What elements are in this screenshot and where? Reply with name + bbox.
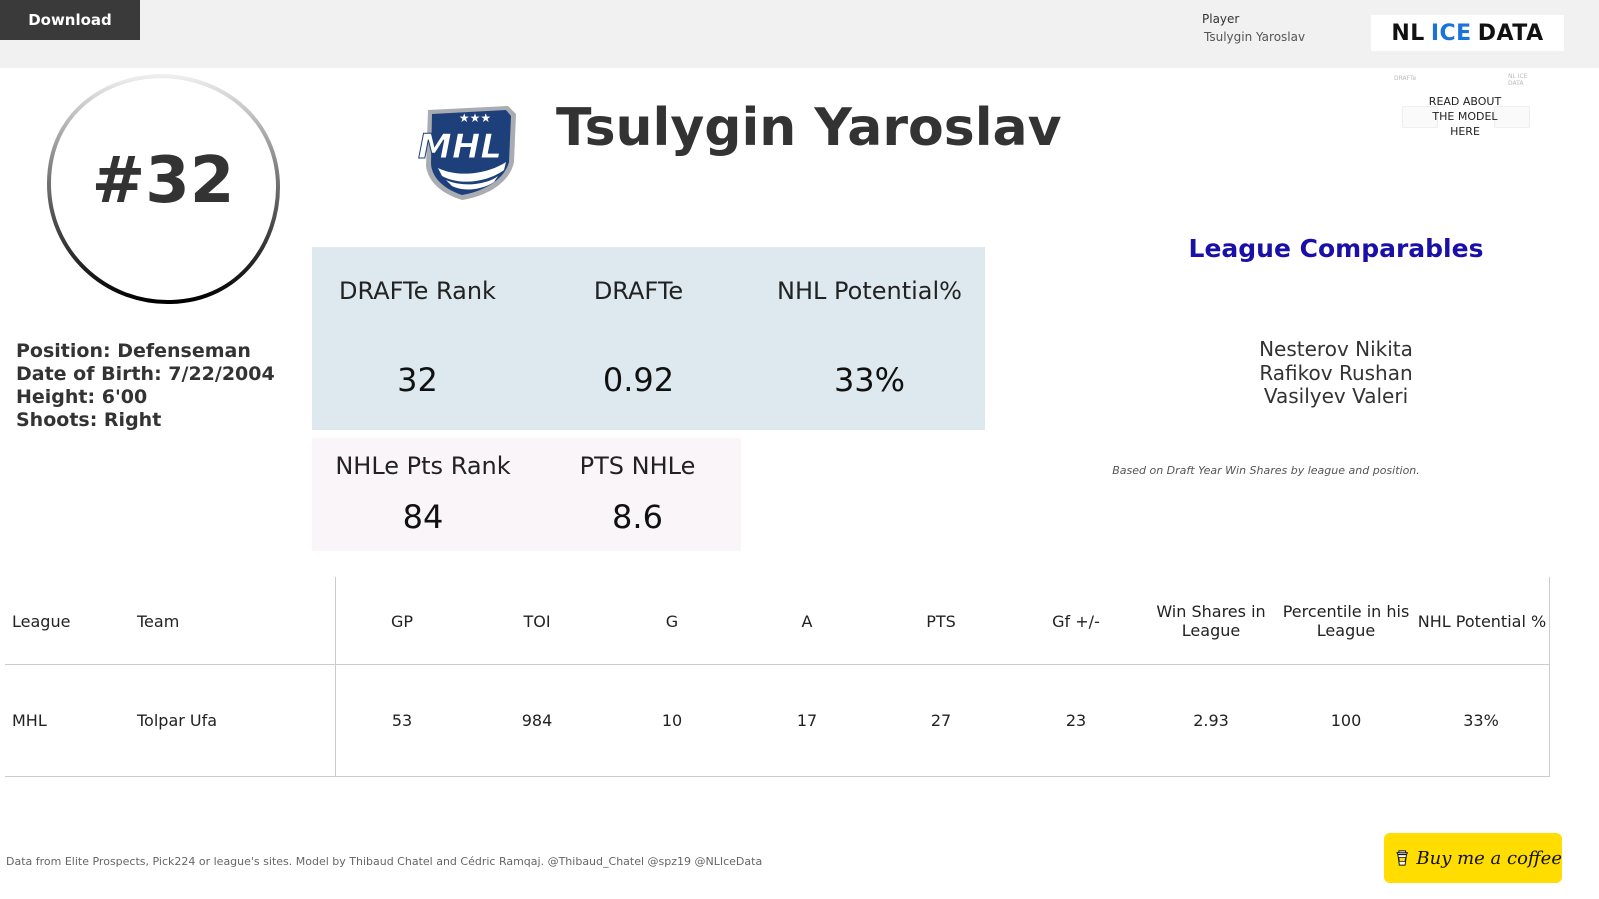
metric-value: 84 xyxy=(402,498,444,536)
faint-label: NL ICE DATA xyxy=(1508,73,1528,87)
nhle-pts-rank-metric: NHLe Pts Rank 84 xyxy=(312,452,534,536)
column-header-a: A xyxy=(801,612,813,631)
header-line: League xyxy=(1316,621,1376,640)
comparable-player: Rafikov Rushan xyxy=(1259,360,1413,385)
ghost-button xyxy=(1494,106,1530,128)
cell-league: MHL xyxy=(12,711,47,730)
ghost-button xyxy=(1402,106,1438,128)
draft-metrics-panel: DRAFTe Rank 32 DRAFTe 0.92 NHL Potential… xyxy=(312,247,985,430)
player-shoots: Shoots: Right xyxy=(16,409,162,431)
column-header-toi: TOI xyxy=(523,612,551,631)
cell-nhl-potential: 33% xyxy=(1463,711,1499,730)
season-stats-table: League Team GP TOI G A PTS Gf +/- Win Sh… xyxy=(5,577,1550,777)
cell-g: 10 xyxy=(661,711,683,730)
mhl-league-logo: ★★★ MHL xyxy=(398,102,524,202)
download-button[interactable]: Download xyxy=(0,0,140,40)
column-header-nhl-potential: NHL Potential % xyxy=(1417,612,1547,631)
league-comparables-title: League Comparables xyxy=(1188,234,1484,263)
column-header-pts: PTS xyxy=(926,612,956,631)
metric-label: NHLe Pts Rank xyxy=(335,452,511,480)
cell-gp: 53 xyxy=(391,711,413,730)
cell-toi: 984 xyxy=(521,711,553,730)
comparable-player: Vasilyev Valeri xyxy=(1263,384,1409,408)
player-name: Tsulygin Yaroslav xyxy=(556,98,1062,158)
drafte-rank-metric: DRAFTe Rank 32 xyxy=(312,277,523,399)
nhle-metrics-panel: NHLe Pts Rank 84 PTS NHLe 8.6 xyxy=(312,438,741,551)
metric-value: 0.92 xyxy=(602,361,675,399)
table-divider xyxy=(1549,577,1550,777)
player-filter-value[interactable]: Tsulygin Yaroslav xyxy=(1204,30,1306,44)
metric-label: DRAFTe Rank xyxy=(339,277,496,305)
player-position: Position: Defenseman xyxy=(16,340,251,362)
footer-credits: Data from Elite Prospects, Pick224 or le… xyxy=(6,855,763,868)
player-info: Position: Defenseman Date of Birth: 7/22… xyxy=(16,340,275,432)
player-filter-label: Player xyxy=(1202,12,1240,26)
read-about-model-link[interactable]: DRAFTe NL ICE DATA READ ABOUT THE MODEL … xyxy=(1392,72,1542,158)
header-line: League xyxy=(1181,621,1241,640)
coffee-cup-icon xyxy=(1396,850,1409,866)
nhl-potential-metric: NHL Potential% 33% xyxy=(764,277,975,399)
metric-label: NHL Potential% xyxy=(777,277,962,305)
pts-nhle-metric: PTS NHLe 8.6 xyxy=(534,452,741,536)
player-height: Height: 6'00 xyxy=(16,386,148,408)
column-header-gf: Gf +/- xyxy=(1052,612,1100,631)
brand-logo: NL ICE DATA xyxy=(1371,15,1564,51)
svg-text:MHL: MHL xyxy=(418,127,502,167)
comparables-note: Based on Draft Year Win Shares by league… xyxy=(1112,464,1420,477)
jersey-number-badge: #32 xyxy=(46,72,280,306)
comparable-player: Nesterov Nikita xyxy=(1259,337,1413,361)
column-header-gp: GP xyxy=(390,612,414,631)
metric-value: 32 xyxy=(397,361,438,399)
table-divider xyxy=(335,577,336,777)
column-header-team: Team xyxy=(137,612,180,631)
brand-logo-part: ICE xyxy=(1430,20,1472,46)
cell-win-shares: 2.93 xyxy=(1193,711,1229,730)
table-divider xyxy=(5,664,1550,665)
svg-text:★★★: ★★★ xyxy=(459,111,491,125)
brand-logo-part: NL xyxy=(1391,20,1425,46)
league-comparables-list: Nesterov Nikita Rafikov Rushan Vasilyev … xyxy=(1186,337,1486,409)
column-header-g: G xyxy=(665,612,679,631)
header-line: Percentile in his xyxy=(1282,602,1410,621)
metric-value: 33% xyxy=(833,361,906,399)
cell-pts: 27 xyxy=(930,711,952,730)
metric-label: PTS NHLe xyxy=(579,452,696,480)
buy-me-a-coffee-button[interactable]: Buy me a coffee xyxy=(1384,833,1562,883)
cell-percentile: 100 xyxy=(1330,711,1362,730)
metric-value: 8.6 xyxy=(612,498,663,536)
faint-label: DRAFTe xyxy=(1394,75,1417,82)
drafte-metric: DRAFTe 0.92 xyxy=(533,277,744,399)
player-birth-date: Date of Birth: 7/22/2004 xyxy=(16,363,275,385)
header-line: Win Shares in xyxy=(1156,602,1266,621)
cell-a: 17 xyxy=(796,711,818,730)
cell-team: Tolpar Ufa xyxy=(137,711,218,730)
jersey-number: #32 xyxy=(91,144,235,218)
column-header-league: League xyxy=(12,612,71,631)
table-divider xyxy=(5,776,1550,777)
column-header-percentile: Percentile in his League xyxy=(1276,602,1416,640)
brand-logo-part: DATA xyxy=(1477,20,1544,46)
top-bar: Download Player Tsulygin Yaroslav NL ICE… xyxy=(0,0,1599,68)
read-about-model-label[interactable]: READ ABOUT THE MODEL HERE xyxy=(1428,95,1502,138)
buy-me-a-coffee-label: Buy me a coffee xyxy=(1416,847,1562,869)
cell-gf: 23 xyxy=(1065,711,1087,730)
hand-drawn-circle-icon xyxy=(46,73,280,305)
metric-label: DRAFTe xyxy=(593,277,684,305)
column-header-win-shares: Win Shares in League xyxy=(1146,602,1276,640)
player-filter[interactable]: Player Tsulygin Yaroslav xyxy=(1202,12,1305,44)
